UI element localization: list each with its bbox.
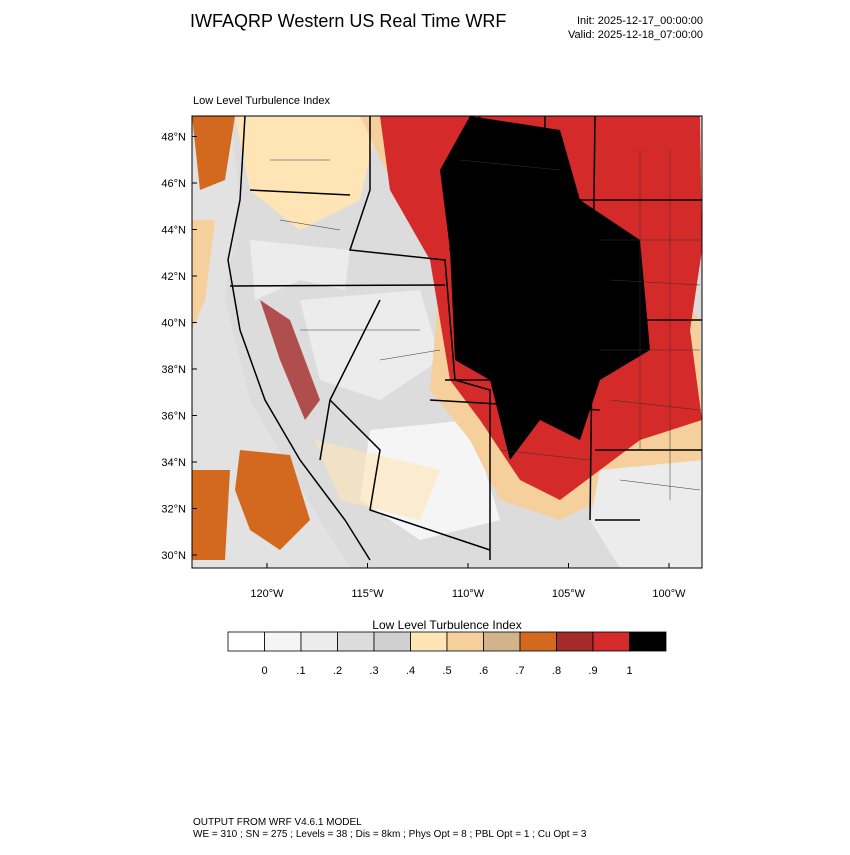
- colorbar-box: [483, 631, 521, 652]
- footer-line: WE = 310 ; SN = 275 ; Levels = 38 ; Dis …: [193, 829, 587, 840]
- colorbar-box: [519, 631, 557, 652]
- colorbar-box: [227, 631, 265, 652]
- colorbar-label: .4: [406, 665, 415, 677]
- lon-label: 115°W: [351, 588, 384, 600]
- colorbar-box: [373, 631, 411, 652]
- map-frame: [191, 115, 703, 569]
- valid-time: Valid: 2025-12-18_07:00:00: [568, 29, 703, 41]
- colorbar-box: [446, 631, 484, 652]
- colorbar-label: .3: [369, 665, 378, 677]
- lat-label: 30°N: [161, 550, 186, 562]
- lat-label: 44°N: [161, 225, 186, 237]
- lat-label: 36°N: [161, 411, 186, 423]
- colorbar-label: .9: [588, 665, 597, 677]
- lat-label: 46°N: [161, 178, 186, 190]
- colorbar-label: .6: [479, 665, 488, 677]
- lat-label: 40°N: [161, 318, 186, 330]
- footer-line: OUTPUT FROM WRF V4.6.1 MODEL: [193, 817, 362, 828]
- lat-label: 42°N: [161, 271, 186, 283]
- lon-label: 105°W: [552, 588, 586, 600]
- colorbar-box: [264, 631, 302, 652]
- colorbar-box: [556, 631, 594, 652]
- colorbar-box: [300, 631, 338, 652]
- colorbar-label: .5: [442, 665, 451, 677]
- title: IWFAQRP Western US Real Time WRF: [190, 11, 506, 31]
- colorbar-title: Low Level Turbulence Index: [372, 618, 521, 632]
- lat-label: 48°N: [161, 132, 186, 144]
- colorbar-label: .1: [296, 665, 305, 677]
- colorbar: 0 .1 .2 .3 .4 .5 .6 .7 .8 .9 1: [227, 631, 667, 677]
- colorbar-label: .2: [333, 665, 342, 677]
- map-field: [192, 116, 702, 568]
- colorbar-label: .8: [552, 665, 561, 677]
- colorbar-box: [337, 631, 375, 652]
- colorbar-box: [592, 631, 630, 652]
- lon-label: 120°W: [250, 588, 284, 600]
- init-time: Init: 2025-12-17_00:00:00: [577, 15, 703, 27]
- colorbar-box: [629, 631, 667, 652]
- colorbar-label: .7: [515, 665, 524, 677]
- lon-label: 110°W: [452, 588, 485, 600]
- map-label: Low Level Turbulence Index: [193, 95, 330, 107]
- lat-label: 32°N: [161, 504, 186, 516]
- axis-ticks: 30°N 32°N 34°N 36°N 38°N 40°N 42°N 44°N 46°N 48°N…: [161, 132, 686, 601]
- colorbar-label: 0: [261, 665, 267, 677]
- colorbar-label: 1: [626, 665, 632, 677]
- lon-label: 100°W: [652, 588, 686, 600]
- lat-label: 38°N: [161, 364, 186, 376]
- lat-label: 34°N: [161, 457, 186, 469]
- colorbar-box: [410, 631, 448, 652]
